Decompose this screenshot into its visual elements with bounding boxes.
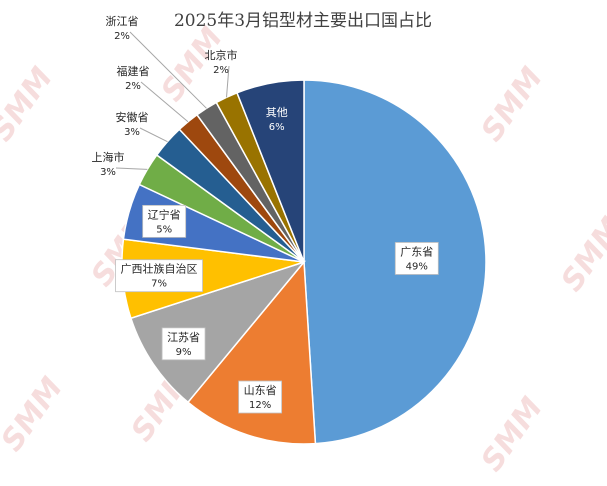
- data-label-7: 福建省 2%: [117, 64, 150, 92]
- slice-value-3: 7%: [151, 279, 167, 290]
- slice-value-5: 3%: [100, 167, 116, 178]
- data-labels: 广东省 49% 山东省 12% 江苏省 9% 广西壮族自治区 7% 辽宁省 5% 上海市 3% 安徽省 3…: [92, 15, 439, 414]
- slice-label-4: 辽宁省: [148, 207, 181, 221]
- data-label-5: 上海市 3%: [92, 150, 125, 178]
- slice-value-4: 5%: [156, 224, 172, 235]
- slice-value-8: 2%: [114, 31, 130, 42]
- data-label-box-2: [161, 327, 206, 361]
- data-label-box-3: [115, 259, 203, 293]
- slice-value-6: 3%: [124, 127, 140, 138]
- watermark-5: SMM: [555, 211, 607, 298]
- slice-label-10: 其他: [266, 106, 288, 119]
- pie-slice-2: [129, 260, 307, 404]
- slice-label-8: 浙江省: [106, 15, 139, 28]
- slice-label-3: 广西壮族自治区: [121, 262, 198, 276]
- data-label-2: 江苏省 9%: [161, 327, 206, 361]
- data-label-3: 广西壮族自治区 7%: [115, 259, 203, 293]
- slice-value-0: 49%: [406, 261, 428, 272]
- watermark-9: SMM: [0, 371, 70, 458]
- slice-label-2: 江苏省: [167, 331, 200, 344]
- data-label-1: 山东省 12%: [238, 380, 283, 414]
- slice-label-7: 福建省: [117, 64, 150, 78]
- slice-label-1: 山东省: [244, 384, 277, 397]
- data-label-box-0: [394, 242, 439, 275]
- slice-value-1: 12%: [249, 400, 271, 411]
- slice-value-9: 2%: [213, 65, 229, 76]
- slice-label-0: 广东省: [400, 245, 433, 258]
- data-label-0: 广东省 49%: [394, 242, 439, 275]
- pie-slice-10: [236, 79, 305, 263]
- slice-value-10: 6%: [269, 122, 285, 133]
- data-label-box-4: [142, 204, 187, 238]
- slice-label-9: 北京市: [205, 48, 238, 62]
- watermark-2: SMM: [475, 61, 550, 148]
- data-label-6: 安徽省 3%: [116, 110, 149, 138]
- chart-title: 2025年3月铝型材主要出口国占比: [174, 11, 432, 31]
- data-label-8: 浙江省 2%: [106, 15, 139, 42]
- data-label-10: 其他 6%: [266, 106, 288, 133]
- leader-line-7: [140, 81, 189, 123]
- leader-line-9: [226, 65, 230, 98]
- leader-line-8: [129, 31, 207, 109]
- leader-line-5: [115, 167, 148, 170]
- slice-label-5: 上海市: [92, 150, 125, 164]
- watermark-8: SMM: [475, 391, 550, 478]
- data-label-4: 辽宁省 5%: [142, 204, 187, 238]
- leader-line-6: [139, 127, 168, 143]
- data-label-box-1: [238, 380, 283, 414]
- slice-value-2: 9%: [176, 347, 192, 358]
- data-label-9: 北京市 2%: [205, 48, 238, 76]
- watermark-0: SMM: [0, 61, 60, 148]
- leader-lines: [115, 31, 230, 170]
- slice-value-7: 2%: [125, 81, 141, 92]
- slice-label-6: 安徽省: [116, 110, 149, 124]
- pie-slice-1: [186, 260, 317, 445]
